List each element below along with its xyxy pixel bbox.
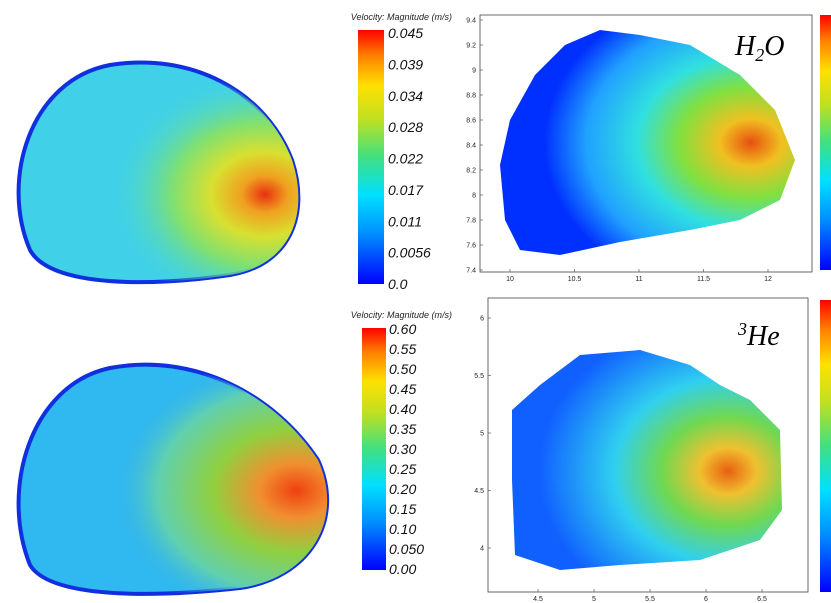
colorbar-title: Velocity: Magnitude (m/s)	[351, 12, 452, 22]
label-part: He	[746, 321, 780, 352]
colorbar-tick-label: 0.35	[389, 421, 416, 437]
y-tick-label: 7.8	[466, 218, 476, 225]
y-tick-label: 8.8	[466, 93, 476, 100]
y-tick-label: 7.6	[466, 243, 476, 250]
colorbar-tick-label: 0.45	[389, 381, 416, 397]
colorbar-tick-label: 0.20	[389, 481, 416, 497]
y-tick-label: 9	[472, 68, 476, 75]
colorbar-tick-label: 0.011	[388, 213, 422, 229]
colorbar-tick-label: 0.028	[388, 119, 423, 135]
x-tick-label: 12	[764, 276, 772, 283]
colorbar-ticks: 0.60 0.55 0.50 0.45 0.40 0.35 0.30 0.25 0.20 0.15…	[389, 321, 424, 577]
y-tick-label: 6	[480, 316, 484, 323]
colorbar	[358, 30, 384, 284]
y-tick-label: 8	[472, 193, 476, 200]
velocity-hotspot	[19, 62, 299, 282]
x-tick-label: 11.5	[697, 276, 710, 283]
x-tick-label: 5	[592, 596, 596, 603]
colorbar-tick-label: 0.30	[389, 441, 416, 457]
colorbar-tick-label: 0.00	[389, 561, 416, 577]
y-tick-label: 4.5	[474, 488, 484, 495]
y-tick-label: 9.2	[466, 43, 476, 50]
x-tick-label: 10	[506, 276, 514, 283]
page: Velocity: Magnitude (m/s) 0.0450.0390.03…	[0, 0, 831, 603]
colorbar-tick-label: 0.50	[389, 361, 416, 377]
colorbar	[362, 328, 386, 570]
label-part: 2	[755, 45, 764, 65]
y-tick-label: 5	[480, 431, 484, 438]
colorbar-tick-label: 0.0056	[388, 245, 431, 261]
colorbar-tick-label: 0.045	[388, 25, 423, 41]
colorbar-ticks: 0.045 0.039 0.034 0.028 0.022 0.017 0.011 0.005…	[388, 25, 431, 292]
y-tick-label: 9.4	[466, 18, 476, 25]
colorbar-title: Velocity: Magnitude (m/s)	[351, 310, 452, 320]
velocity-hotspot	[19, 365, 328, 594]
x-tick-label: 6	[704, 596, 708, 603]
label-part: 3	[737, 319, 747, 339]
colorbar-tick-label: 0.0	[388, 276, 408, 292]
colorbar-tick-label: 0.050	[389, 541, 424, 557]
colorbar-tick-label: 0.25	[389, 461, 416, 477]
label-part: H	[734, 31, 757, 62]
colorbar-tick-label: 0.15	[389, 501, 416, 517]
colorbar-tick-label: 0.022	[388, 151, 423, 167]
colorbar	[820, 300, 831, 592]
colorbar-tick-label: 0.60	[389, 321, 416, 337]
y-tick-label: 7.4	[466, 268, 476, 275]
x-tick-label: 11	[635, 276, 642, 283]
colorbar-tick-label: 0.017	[388, 182, 424, 198]
colorbar-tick-label: 0.034	[388, 88, 423, 104]
x-tick-label: 5.5	[645, 596, 655, 603]
colorbar	[820, 15, 831, 270]
y-tick-label: 8.2	[466, 168, 476, 175]
x-tick-label: 10.5	[568, 276, 582, 283]
y-tick-label: 4	[480, 546, 484, 553]
colorbar-tick-label: 0.55	[389, 341, 416, 357]
x-tick-label: 4.5	[533, 596, 543, 603]
colorbar-tick-label: 0.039	[388, 56, 423, 72]
colorbar-tick-label: 0.10	[389, 521, 416, 537]
figure: Velocity: Magnitude (m/s) 0.0450.0390.03…	[0, 0, 831, 603]
x-tick-label: 6.5	[757, 596, 767, 603]
colorbar-tick-label: 0.40	[389, 401, 416, 417]
y-tick-label: 8.4	[466, 143, 476, 150]
y-tick-label: 5.5	[474, 373, 484, 380]
label-part: O	[764, 31, 784, 62]
y-tick-label: 8.6	[466, 118, 476, 125]
